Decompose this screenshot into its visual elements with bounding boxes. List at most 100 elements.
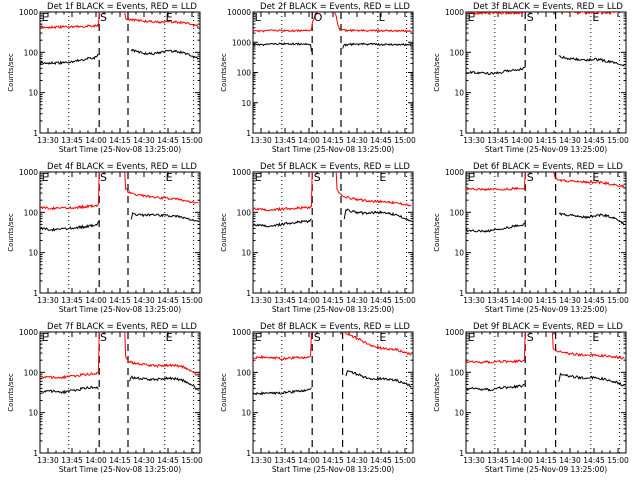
series-lld-line	[553, 172, 625, 188]
x-tick-label: 15:00	[394, 296, 416, 305]
x-tick-label: 14:45	[583, 296, 605, 305]
x-tick-label: 15:00	[394, 456, 416, 465]
x-tick-label: 13:30	[250, 136, 272, 145]
y-tick-label: 100	[450, 208, 465, 217]
x-tick-label: 13:30	[463, 296, 485, 305]
series-lld-line	[253, 332, 312, 361]
marker-label: E	[166, 11, 173, 24]
marker-label: S	[100, 171, 107, 184]
x-tick-label: 14:15	[322, 136, 344, 145]
plot-frame	[39, 171, 201, 294]
panel-title: Det 7f BLACK = Events, RED = LLD	[47, 322, 197, 332]
panel-det-5f: Det 5f BLACK = Events, RED = LLD 1 10 100 10…	[220, 162, 416, 314]
series-lld-line	[40, 12, 100, 30]
series-lld-line	[568, 12, 618, 15]
x-tick-label: 13:45	[61, 296, 83, 305]
series-lld-line	[40, 332, 100, 380]
x-tick-label: 14:30	[559, 136, 581, 145]
marker-label: S	[100, 331, 107, 344]
marker-label: E	[166, 171, 173, 184]
x-axis-label: Start Time (25-Nov-08 13:25:00)	[59, 145, 181, 154]
series-lld-line	[551, 332, 625, 360]
marker-label: E	[379, 171, 386, 184]
x-axis-label: Start Time (25-Nov-09 13:25:00)	[485, 145, 607, 154]
marker-label: E	[255, 331, 262, 344]
marker-label: S	[527, 171, 534, 184]
x-tick-label: 14:30	[346, 136, 368, 145]
y-tick-label: 1000	[445, 8, 464, 17]
series-events-line	[466, 383, 525, 392]
series-lld-line	[342, 332, 412, 356]
marker-label: E	[468, 11, 475, 24]
y-tick-label: 1	[459, 289, 464, 298]
x-tick-label: 14:30	[346, 296, 368, 305]
y-tick-label: 1000	[19, 168, 38, 177]
series-events-line	[40, 53, 99, 66]
panel-det-6f: Det 6f BLACK = Events, RED = LLD 1 10 100 10…	[433, 162, 629, 314]
marker-label: S	[314, 171, 321, 184]
y-tick-label: 1	[246, 449, 251, 458]
y-tick-label: 100	[450, 48, 465, 57]
marker-label: E	[255, 171, 262, 184]
y-tick-label: 100	[24, 208, 39, 217]
series-lld-line	[466, 12, 526, 16]
panel-title: Det 8f BLACK = Events, RED = LLD	[260, 322, 410, 332]
y-tick-label: 1	[459, 449, 464, 458]
y-axis-label: Counts/sec	[220, 373, 228, 412]
x-tick-label: 15:00	[181, 296, 203, 305]
y-axis-label: Counts/sec	[433, 213, 441, 252]
x-tick-label: 14:00	[85, 296, 107, 305]
series-group	[253, 332, 412, 396]
y-tick-label: 100	[237, 208, 252, 217]
x-tick-label: 13:45	[274, 136, 296, 145]
x-tick-label: 14:00	[298, 296, 320, 305]
y-tick-label: 10	[454, 89, 464, 98]
x-tick-label: 14:45	[583, 136, 605, 145]
y-tick-label: 10000	[227, 8, 251, 17]
x-tick-label: 13:30	[463, 456, 485, 465]
panel-det-2f: Det 2f BLACK = Events, RED = LLD 1 10 100 10…	[220, 2, 416, 154]
x-tick-label: 13:30	[463, 136, 485, 145]
marker-label: S	[314, 331, 321, 344]
series-lld-line	[124, 12, 199, 28]
marker-label: S	[527, 331, 534, 344]
x-axis-label: Start Time (25-Nov-08 13:25:00)	[272, 305, 394, 314]
x-tick-label: 13:30	[37, 296, 59, 305]
y-tick-label: 100	[24, 368, 39, 377]
x-tick-label: 14:30	[346, 456, 368, 465]
series-events-line	[466, 66, 526, 76]
series-events-line	[40, 385, 99, 395]
x-tick-label: 13:30	[250, 456, 272, 465]
x-tick-label: 13:45	[61, 456, 83, 465]
y-tick-label: 10	[28, 89, 38, 98]
series-lld-line	[124, 332, 199, 377]
panel-det-7f: Det 7f BLACK = Events, RED = LLD 1 10 100 10…	[7, 322, 203, 474]
x-tick-label: 13:45	[487, 296, 509, 305]
x-axis-label: Start Time (25-Nov-09 13:25:00)	[485, 465, 607, 474]
x-tick-label: 14:15	[535, 456, 557, 465]
x-tick-label: 14:15	[109, 296, 131, 305]
y-tick-label: 10	[241, 99, 251, 108]
panel-det-8f: Det 8f BLACK = Events, RED = LLD 1 10 100 10…	[220, 322, 416, 474]
x-axis-label: Start Time (25-Nov-09 13:25:00)	[485, 305, 607, 314]
y-tick-label: 10	[28, 409, 38, 418]
panel-det-3f: Det 3f BLACK = Events, RED = LLD 1 10 100 10…	[433, 2, 629, 154]
series-events-line	[342, 42, 412, 49]
x-tick-label: 14:00	[85, 136, 107, 145]
y-tick-label: 1000	[19, 8, 38, 17]
marker-label: E	[379, 331, 386, 344]
x-tick-label: 13:45	[274, 296, 296, 305]
series-lld-line	[335, 172, 412, 207]
y-tick-label: 1	[33, 129, 38, 138]
x-tick-label: 14:00	[511, 456, 533, 465]
y-tick-label: 1	[33, 289, 38, 298]
marker-label: L	[379, 11, 386, 24]
y-tick-label: 100	[237, 69, 252, 78]
marker-label: S	[100, 11, 107, 24]
x-tick-label: 14:30	[133, 136, 155, 145]
marker-label: E	[468, 171, 475, 184]
x-tick-label: 14:15	[535, 136, 557, 145]
x-tick-label: 14:30	[559, 296, 581, 305]
x-tick-label: 13:45	[61, 136, 83, 145]
